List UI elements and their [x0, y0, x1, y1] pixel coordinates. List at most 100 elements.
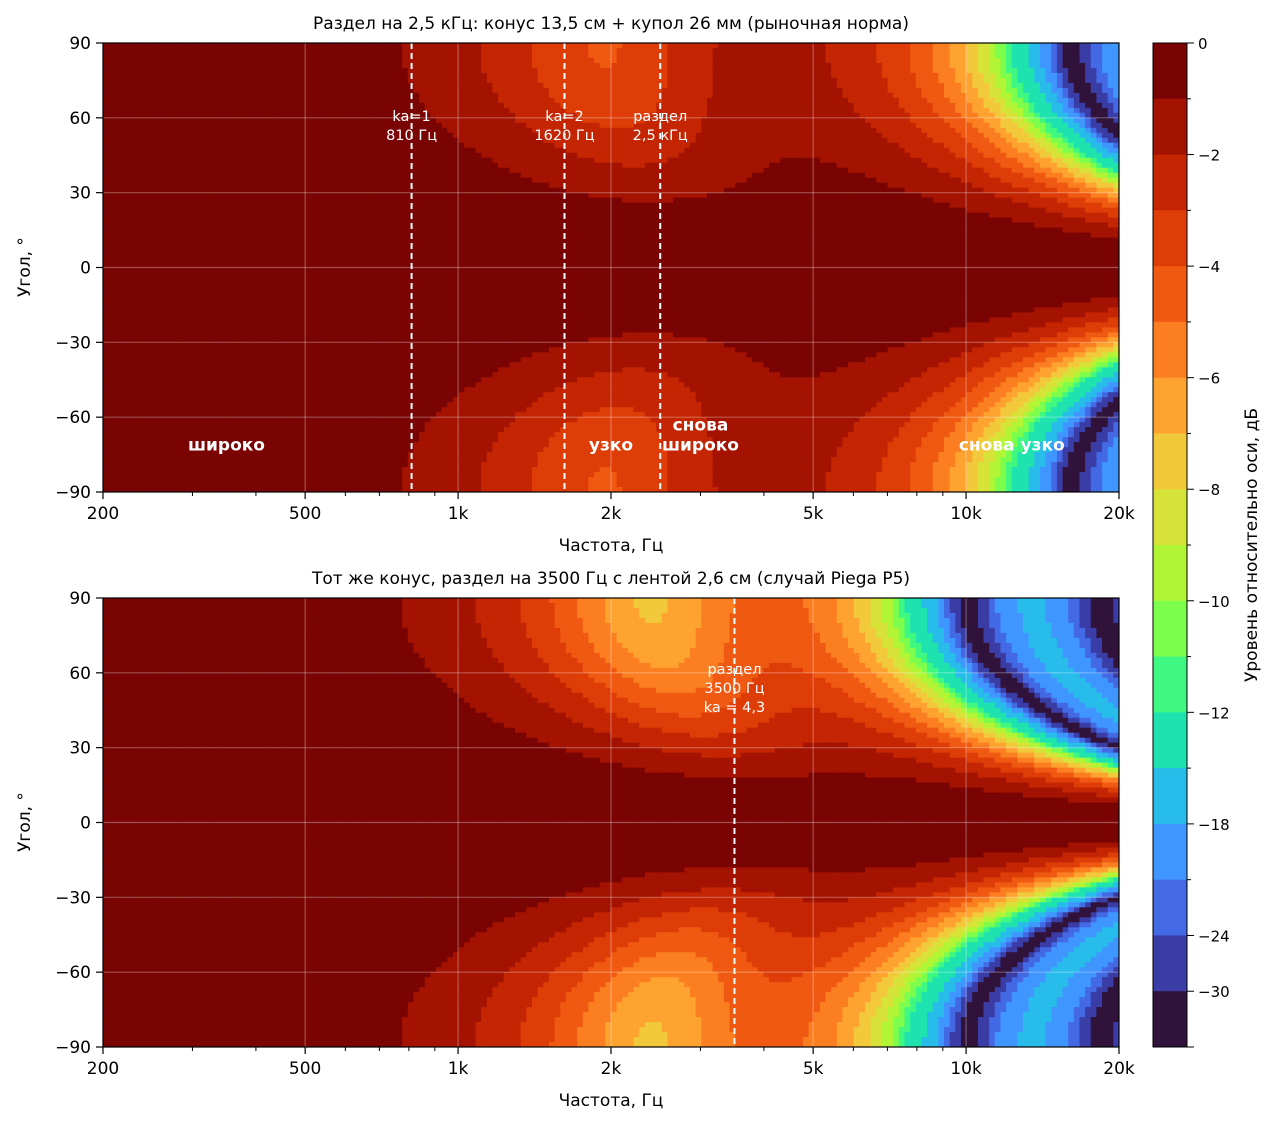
heatmap-cell [407, 197, 415, 204]
heatmap-cell [125, 482, 132, 488]
heatmap-cell [311, 177, 319, 184]
heatmap-cell [238, 67, 245, 74]
heatmap-cell [300, 392, 307, 398]
heatmap-cell [328, 217, 336, 224]
heatmap-cell [142, 152, 149, 159]
heatmap-cell [238, 382, 245, 388]
heatmap-cell [114, 172, 121, 179]
heatmap-cell [244, 387, 251, 393]
heatmap-cell [351, 242, 358, 249]
heatmap-cell [351, 212, 358, 219]
heatmap-cell [125, 387, 132, 393]
heatmap-cell [215, 382, 223, 388]
heatmap-cell [328, 102, 336, 109]
heatmap-cell [232, 107, 240, 114]
heatmap-cell [176, 427, 183, 433]
heatmap-cell [170, 127, 177, 134]
heatmap-cell [317, 297, 324, 304]
heatmap-cell [187, 412, 194, 418]
heatmap-cell [379, 82, 386, 89]
heatmap-cell [136, 257, 144, 264]
heatmap-cell [210, 267, 217, 274]
heatmap-cell [159, 97, 166, 104]
heatmap-cell [283, 52, 290, 59]
heatmap-cell [385, 252, 392, 259]
heatmap-cell [187, 232, 194, 239]
heatmap-cell [385, 302, 392, 309]
heatmap-cell [153, 147, 161, 154]
heatmap-cell [300, 247, 307, 254]
heatmap-cell [221, 177, 228, 184]
heatmap-cell [311, 172, 319, 179]
heatmap-cell [165, 97, 172, 104]
heatmap-cell [227, 337, 234, 343]
heatmap-cell [244, 397, 251, 403]
heatmap-cell [238, 157, 245, 164]
heatmap-cell [294, 87, 302, 94]
heatmap-cell [210, 432, 217, 438]
heatmap-cell [323, 112, 330, 119]
heatmap-cell [277, 392, 285, 398]
heatmap-cell [402, 127, 409, 134]
heatmap-cell [351, 482, 358, 488]
heatmap-cell [317, 167, 324, 174]
heatmap-cell [215, 67, 223, 74]
heatmap-cell [261, 87, 268, 94]
heatmap-cell [215, 212, 223, 219]
heatmap-cell [238, 407, 245, 413]
heatmap-cell [221, 262, 228, 269]
heatmap-cell [170, 82, 177, 89]
heatmap-cell [413, 192, 420, 199]
heatmap-cell [373, 212, 381, 219]
heatmap-cell [283, 407, 290, 413]
heatmap-cell [277, 362, 285, 368]
heatmap-cell [306, 72, 313, 79]
heatmap-cell [232, 472, 240, 478]
heatmap-cell [379, 442, 386, 448]
heatmap-cell [136, 57, 144, 64]
heatmap-cell [317, 367, 324, 373]
heatmap-cell [221, 132, 228, 139]
heatmap-cell [215, 207, 223, 214]
heatmap-cell [238, 142, 245, 149]
heatmap-cell [289, 97, 296, 104]
heatmap-cell [119, 307, 127, 313]
heatmap-cell [131, 212, 138, 219]
heatmap-cell [193, 447, 200, 453]
heatmap-cell [119, 377, 127, 383]
heatmap-cell [340, 442, 347, 448]
heatmap-cell [261, 462, 268, 468]
heatmap-cell [176, 67, 183, 74]
heatmap-cell [306, 267, 313, 274]
heatmap-cell [300, 472, 307, 478]
heatmap-cell [103, 397, 110, 403]
heatmap-cell [103, 87, 110, 94]
heatmap-cell [277, 247, 285, 254]
heatmap-cell [193, 297, 200, 304]
heatmap-cell [153, 487, 161, 492]
heatmap-cell [153, 92, 161, 99]
heatmap-cell [131, 387, 138, 393]
heatmap-cell [142, 82, 149, 89]
heatmap-cell [153, 67, 161, 74]
heatmap-cell [193, 242, 200, 249]
heatmap-cell [142, 142, 149, 149]
heatmap-cell [379, 432, 386, 438]
heatmap-cell [136, 462, 144, 468]
heatmap-cell [244, 287, 251, 294]
heatmap-cell [368, 152, 375, 159]
heatmap-cell [272, 382, 279, 388]
heatmap-cell [340, 482, 347, 488]
heatmap-cell [238, 172, 245, 179]
heatmap-cell [125, 117, 132, 124]
heatmap-cell [170, 67, 177, 74]
heatmap-cell [390, 222, 398, 229]
heatmap-cell [142, 272, 149, 279]
heatmap-cell [187, 127, 194, 134]
heatmap-cell [351, 232, 358, 239]
heatmap-cell [294, 142, 302, 149]
heatmap-cell [153, 392, 161, 398]
heatmap-cell [136, 272, 144, 279]
heatmap-cell [351, 342, 358, 348]
heatmap-cell [277, 167, 285, 174]
